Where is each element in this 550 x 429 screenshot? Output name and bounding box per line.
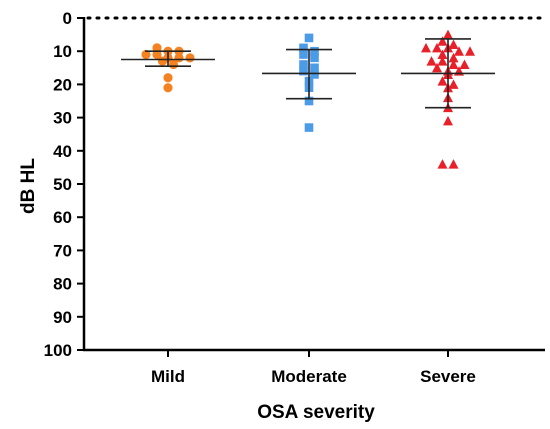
x-axis-category-labels: Mild Moderate Severe	[151, 367, 476, 386]
data-point-moderate	[299, 60, 308, 69]
data-point-severe	[443, 115, 453, 126]
data-point-severe	[454, 46, 464, 56]
data-point-moderate	[299, 50, 308, 59]
data-point-moderate	[310, 53, 319, 63]
data-point-severe	[432, 62, 442, 73]
x-category-label: Severe	[420, 367, 476, 386]
data-point-moderate	[299, 43, 308, 53]
data-point-severe	[459, 59, 470, 69]
y-axis-title: dB HL	[18, 158, 39, 214]
y-tick-label: 30	[53, 109, 72, 128]
y-tick-label: 60	[53, 208, 72, 227]
y-tick-label: 80	[53, 275, 72, 294]
data-point-moderate	[310, 63, 319, 73]
axes	[82, 17, 545, 357]
data-point-moderate	[304, 123, 314, 132]
data-point-mild	[152, 49, 162, 60]
data-point-moderate	[304, 33, 314, 43]
data-point-severe	[448, 59, 459, 69]
x-category-label: Moderate	[271, 367, 347, 386]
data-point-severe	[437, 159, 448, 169]
data-point-severe	[448, 52, 459, 63]
data-point-mild	[152, 43, 162, 53]
data-point-moderate	[310, 70, 319, 79]
data-point-severe	[421, 42, 431, 53]
x-axis-title: OSA severity	[257, 402, 375, 423]
data-point-mild	[163, 73, 173, 83]
data-point-mild	[168, 59, 179, 70]
data-point-severe	[437, 36, 448, 46]
data-point-severe	[465, 46, 475, 56]
data-point-severe	[448, 39, 459, 50]
data-points	[141, 29, 475, 169]
data-point-moderate	[310, 46, 319, 56]
data-point-severe	[437, 49, 448, 60]
error-bars	[121, 38, 495, 109]
y-tick-label: 50	[53, 175, 72, 194]
y-tick-label: 40	[53, 142, 72, 161]
data-point-mild	[163, 83, 173, 93]
y-tick-label: 20	[53, 75, 72, 94]
data-point-moderate	[304, 96, 314, 106]
data-point-mild	[141, 49, 151, 60]
data-point-mild	[185, 53, 195, 63]
data-point-severe	[426, 56, 437, 66]
y-axis-ticks: 0 10 20 30 40 50 60 70 80 90 100	[44, 9, 84, 360]
data-point-severe	[437, 76, 448, 86]
y-tick-label: 0	[63, 9, 72, 28]
data-point-severe	[448, 159, 459, 169]
data-point-severe	[448, 79, 459, 89]
y-tick-label: 100	[44, 341, 72, 360]
data-point-severe	[437, 56, 448, 66]
y-tick-label: 70	[53, 241, 72, 260]
y-tick-label: 10	[53, 42, 72, 61]
data-point-moderate	[299, 66, 308, 76]
data-point-mild	[157, 56, 168, 66]
data-point-severe	[443, 29, 453, 40]
data-point-severe	[432, 42, 442, 53]
y-tick-label: 90	[53, 308, 72, 327]
x-category-label: Mild	[151, 367, 185, 386]
